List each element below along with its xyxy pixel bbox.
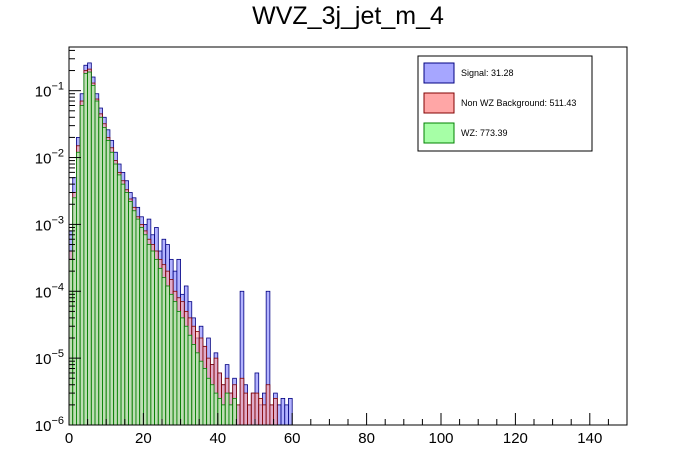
bar	[142, 234, 148, 426]
bar	[109, 151, 115, 426]
bar	[250, 392, 256, 426]
bar	[120, 183, 126, 426]
bar	[247, 404, 252, 426]
y-axis: 10−6 10−5 10−4 10−3 10−2 10−1	[35, 49, 81, 435]
bar	[98, 116, 103, 426]
legend-label: WZ: 773.39	[461, 128, 508, 138]
y-tick-label: 10−2	[35, 148, 64, 168]
bar	[83, 73, 88, 426]
bar	[243, 392, 248, 426]
bar	[202, 368, 208, 426]
x-tick-label: 100	[428, 430, 453, 447]
bar	[187, 334, 193, 426]
x-tick-label: 140	[577, 430, 602, 447]
bar	[221, 404, 226, 426]
bar	[169, 293, 174, 426]
bar	[131, 210, 137, 426]
bar	[183, 325, 189, 426]
bar	[161, 277, 167, 426]
bar	[87, 71, 92, 426]
bar	[276, 404, 282, 426]
bar	[195, 352, 200, 426]
bar	[232, 397, 237, 426]
bar	[105, 140, 111, 426]
bar	[284, 404, 289, 426]
bar	[157, 267, 163, 426]
y-tick-label: 10−5	[35, 348, 64, 368]
bar	[146, 244, 152, 426]
x-tick-label: 0	[65, 430, 73, 447]
y-tick-label: 10−3	[35, 214, 64, 234]
bar	[269, 404, 275, 426]
bar	[217, 397, 222, 426]
bar	[258, 397, 263, 426]
bar	[280, 397, 286, 426]
bar	[235, 404, 241, 426]
bar	[94, 100, 100, 426]
legend-swatch	[423, 122, 455, 144]
bar	[79, 105, 85, 426]
bar	[150, 250, 155, 426]
bar	[228, 404, 234, 426]
bar	[265, 384, 271, 426]
bar	[135, 218, 141, 426]
legend-label: Signal: 31.28	[461, 68, 514, 78]
x-tick-label: 40	[209, 430, 226, 447]
bar	[68, 258, 74, 426]
bar	[116, 174, 122, 426]
bar	[213, 392, 219, 426]
y-tick-label: 10−6	[35, 415, 64, 435]
y-tick-label: 10−1	[35, 81, 64, 101]
bar	[273, 397, 278, 426]
bar	[124, 192, 129, 426]
legend-swatch	[423, 92, 455, 114]
x-tick-label: 120	[503, 430, 528, 447]
bar	[254, 392, 260, 426]
bar	[76, 151, 81, 426]
legend: Signal: 31.28 Non WZ Background: 511.43 WZ…	[417, 55, 593, 152]
bar	[176, 310, 182, 426]
bar	[198, 360, 204, 426]
bar	[172, 301, 178, 426]
series-layer	[68, 62, 293, 426]
x-axis: 0 20 40 60 80 100 120 140	[65, 413, 628, 447]
bar	[102, 127, 107, 426]
bar	[191, 344, 196, 426]
chart-title: WVZ_3j_jet_m_4	[252, 2, 444, 30]
bar	[128, 201, 133, 426]
bar	[209, 384, 215, 426]
bar	[224, 392, 230, 426]
bar	[139, 227, 144, 426]
x-tick-label: 60	[284, 430, 301, 447]
bar	[288, 397, 293, 426]
bar	[113, 163, 118, 426]
y-tick-label: 10−4	[35, 281, 64, 301]
bar	[180, 317, 185, 426]
legend-swatch	[423, 62, 455, 84]
x-tick-label: 80	[358, 430, 375, 447]
legend-label: Non WZ Background: 511.43	[461, 98, 576, 108]
bar	[90, 84, 96, 426]
bar	[154, 258, 159, 426]
x-tick-label: 20	[135, 430, 152, 447]
bar	[262, 404, 267, 426]
bar	[239, 377, 245, 426]
bar	[165, 285, 170, 426]
bar	[206, 377, 211, 426]
